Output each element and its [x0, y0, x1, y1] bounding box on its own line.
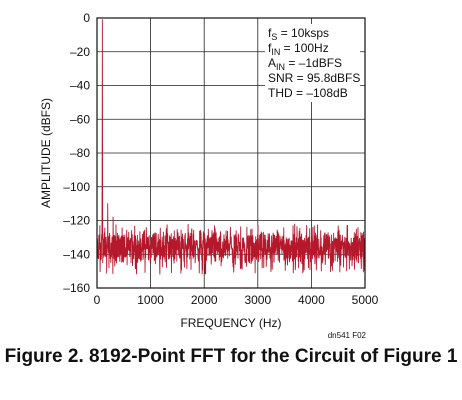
annotation-ain: AIN = –1dBFS [268, 56, 342, 72]
x-tick-label: 3000 [244, 293, 271, 307]
x-tick-labels: 0 1000 2000 3000 4000 5000 [94, 293, 379, 307]
x-tick-label: 2000 [191, 293, 218, 307]
plot-frame [96, 17, 366, 289]
y-tick-label: –140 [63, 247, 90, 261]
y-tick-label: 0 [83, 11, 90, 25]
y-tick-label: –60 [70, 112, 90, 126]
y-axis-label: AMPLITUDE (dBFS) [39, 98, 53, 208]
y-tick-label: –120 [63, 214, 90, 228]
annotation-fin: fIN = 100Hz [268, 41, 329, 57]
x-tick-label: 0 [94, 293, 101, 307]
y-tick-label: –20 [70, 45, 90, 59]
stats-annotation: fS = 10ksps fIN = 100Hz AIN = –1dBFS SNR… [265, 24, 360, 102]
figure-caption: Figure 2. 8192-Point FFT for the Circuit… [4, 346, 458, 367]
annotation-snr: SNR = 95.8dBFS [268, 71, 360, 85]
fft-series-line [96, 19, 366, 275]
x-tick-label: 4000 [298, 293, 325, 307]
fft-trace [96, 19, 366, 275]
y-tick-label: –80 [70, 146, 90, 160]
annotation-fs: fS = 10ksps [268, 26, 329, 42]
x-tick-label: 5000 [352, 293, 379, 307]
y-tick-label: –40 [70, 79, 90, 93]
annotation-background [265, 24, 360, 102]
annotation-thd: THD = –108dB [268, 86, 348, 100]
figure-id: dn541 F02 [328, 331, 367, 340]
y-tick-label: –100 [63, 180, 90, 194]
y-tick-labels: 0 –20 –40 –60 –80 –100 –120 –140 –160 [63, 11, 90, 295]
y-tick-label: –160 [63, 281, 90, 295]
x-tick-label: 1000 [137, 293, 164, 307]
x-axis-label: FREQUENCY (Hz) [180, 316, 281, 330]
